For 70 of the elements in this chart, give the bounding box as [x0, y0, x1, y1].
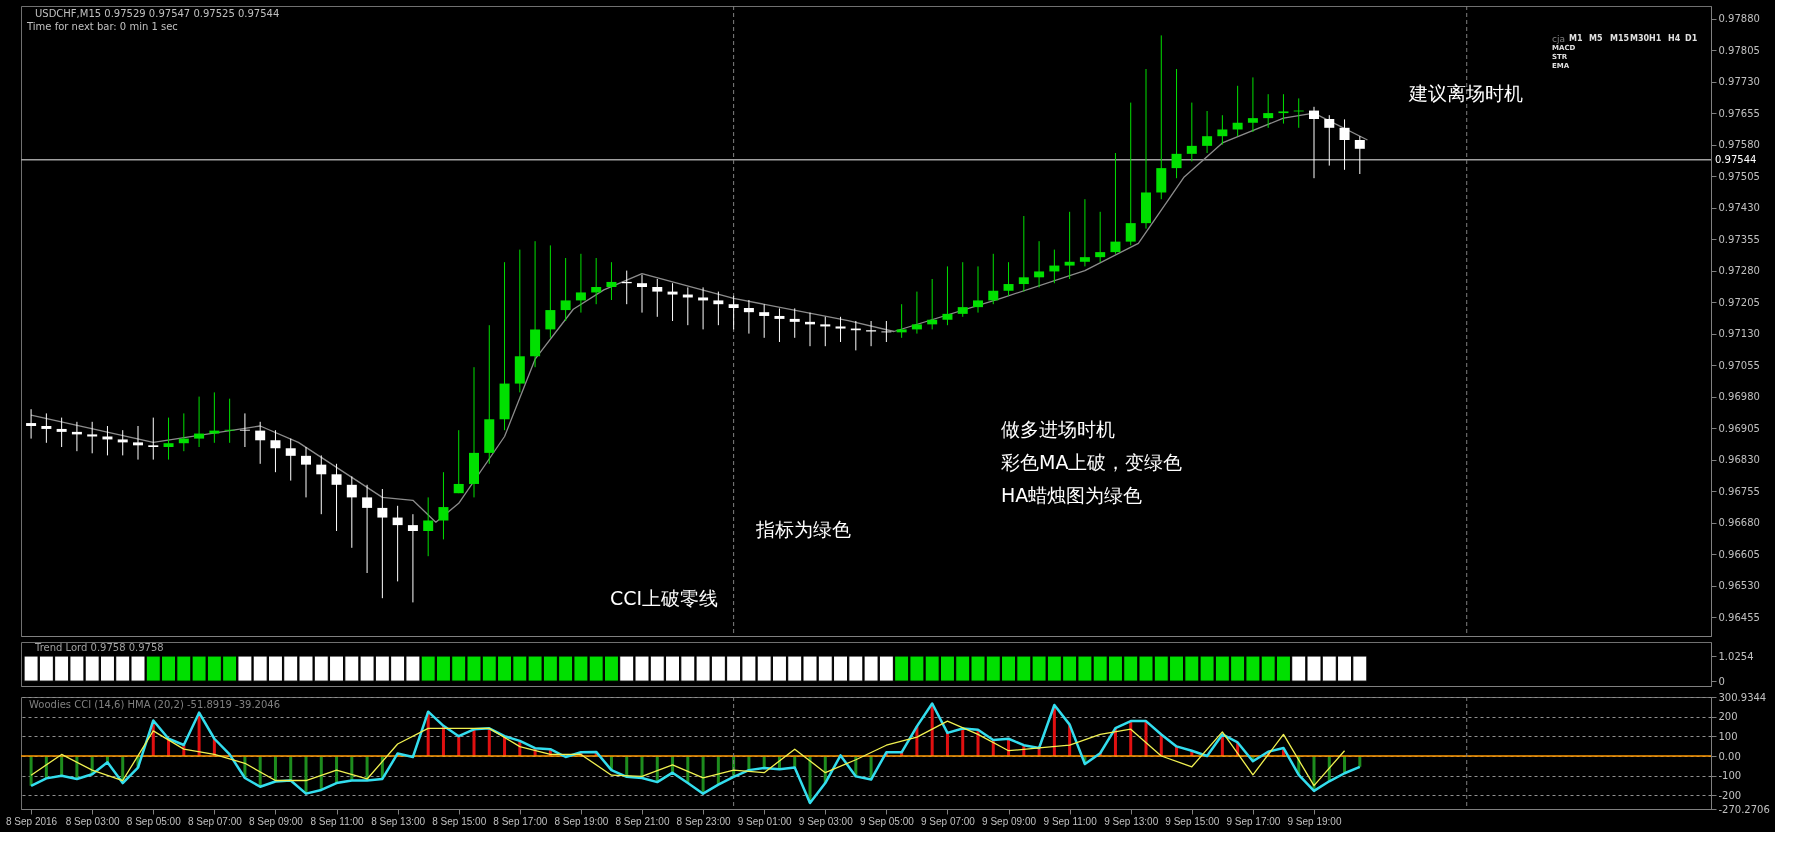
- y-tick-label: 100: [1718, 730, 1738, 742]
- x-tick-label: 8 Sep 13:00: [371, 815, 426, 827]
- y-tick-label: 200: [1718, 711, 1738, 723]
- x-tick-label: 9 Sep 07:00: [920, 815, 976, 827]
- category-label: H1: [1649, 34, 1662, 43]
- y-tick-label: 0.97430: [1718, 202, 1760, 214]
- y-tick-label: 0.97505: [1718, 170, 1760, 182]
- y-tick-label: 0.97730: [1718, 76, 1760, 88]
- y-tick-label: 0.97580: [1718, 139, 1760, 151]
- text: Time for next bar: 0 min 1 sec: [26, 21, 178, 32]
- x-tick-label: 8 Sep 11:00: [310, 815, 365, 827]
- y-tick-label: -200: [1718, 789, 1742, 801]
- chart-title: Woodies CCI (14,6) HMA (20,2) -51.8919 -39.2046: [29, 699, 281, 710]
- annotation: 彩色MA上破，变绿色: [1001, 451, 1183, 473]
- y-tick-label: 0.00: [1718, 750, 1741, 762]
- x-tick-label: 8 Sep 05:00: [126, 815, 182, 827]
- x-tick-label: 9 Sep 11:00: [1043, 815, 1098, 827]
- y-tick-label: 0.96530: [1718, 580, 1760, 592]
- annotation: 建议离场时机: [1408, 82, 1523, 104]
- x-tick-label: 9 Sep 15:00: [1165, 815, 1220, 827]
- annotation: CCI上破零线: [610, 587, 719, 609]
- x-tick-label: 9 Sep 09:00: [982, 815, 1037, 827]
- y-tick-label: 0.97055: [1718, 359, 1760, 371]
- y-tick-label: 0.97205: [1718, 296, 1760, 308]
- x-tick-label: 8 Sep 17:00: [493, 815, 548, 827]
- chart-title: Trend Lord 0.9758 0.9758: [34, 642, 164, 653]
- x-tick-label: 8 Sep 23:00: [676, 815, 731, 827]
- y-tick-label: 1.0254: [1718, 650, 1754, 662]
- y-tick-label: 0.96830: [1718, 454, 1760, 466]
- category-label: M1: [1569, 34, 1583, 43]
- category-label: H4: [1668, 34, 1681, 43]
- y-tick-label: 0.96605: [1718, 548, 1760, 560]
- chart-title: USDCHF,M15 0.97529 0.97547 0.97525 0.97544: [35, 8, 280, 19]
- annotation: 指标为绿色: [755, 518, 851, 540]
- x-tick-label: 8 Sep 2016: [6, 815, 58, 827]
- y-tick-label: 0.97130: [1718, 328, 1760, 340]
- y-tick-label: 0.97355: [1718, 233, 1760, 245]
- y-tick-label: 0.96680: [1718, 517, 1760, 529]
- x-tick-label: 9 Sep 17:00: [1226, 815, 1281, 827]
- y-tick-label: 0.97655: [1718, 107, 1760, 119]
- y-tick-label: 0: [1718, 675, 1725, 687]
- x-tick-label: 9 Sep 03:00: [798, 815, 854, 827]
- x-tick-label: 8 Sep 09:00: [248, 815, 304, 827]
- y-tick-label: 0.96980: [1718, 391, 1760, 403]
- y-tick-label: 0.97880: [1718, 13, 1760, 25]
- annotation: 做多进场时机: [1001, 418, 1115, 440]
- text: cja: [1552, 34, 1565, 44]
- x-tick-label: 8 Sep 19:00: [554, 815, 609, 827]
- x-tick-label: 8 Sep 15:00: [432, 815, 487, 827]
- y-tick-label: 0.97805: [1718, 44, 1760, 56]
- y-tick-label: 0.96905: [1718, 422, 1760, 434]
- y-tick-label: -100: [1718, 770, 1742, 782]
- x-tick-label: 9 Sep 13:00: [1104, 815, 1159, 827]
- y-tick-label: 0.96755: [1718, 485, 1760, 497]
- x-tick-label: 9 Sep 05:00: [859, 815, 915, 827]
- y-tick-label: 0.97280: [1718, 265, 1760, 277]
- category-label: M5: [1589, 34, 1603, 43]
- x-tick-label: 9 Sep 01:00: [737, 815, 793, 827]
- category-label: D1: [1685, 34, 1698, 43]
- category-label: M30: [1630, 34, 1650, 43]
- ref-line-label: 0.97544: [1715, 153, 1757, 165]
- x-tick-label: 8 Sep 07:00: [187, 815, 243, 827]
- y-tick-label: 0.96455: [1718, 611, 1760, 623]
- y-tick-label: -270.2706: [1718, 803, 1770, 815]
- category-label: M15: [1610, 34, 1630, 43]
- y-tick-label: 300.9344: [1718, 691, 1767, 703]
- x-tick-label: 8 Sep 21:00: [615, 815, 670, 827]
- x-tick-label: 9 Sep 19:00: [1287, 815, 1342, 827]
- x-tick-label: 8 Sep 03:00: [65, 815, 121, 827]
- annotation: HA蜡烛图为绿色: [1001, 484, 1143, 506]
